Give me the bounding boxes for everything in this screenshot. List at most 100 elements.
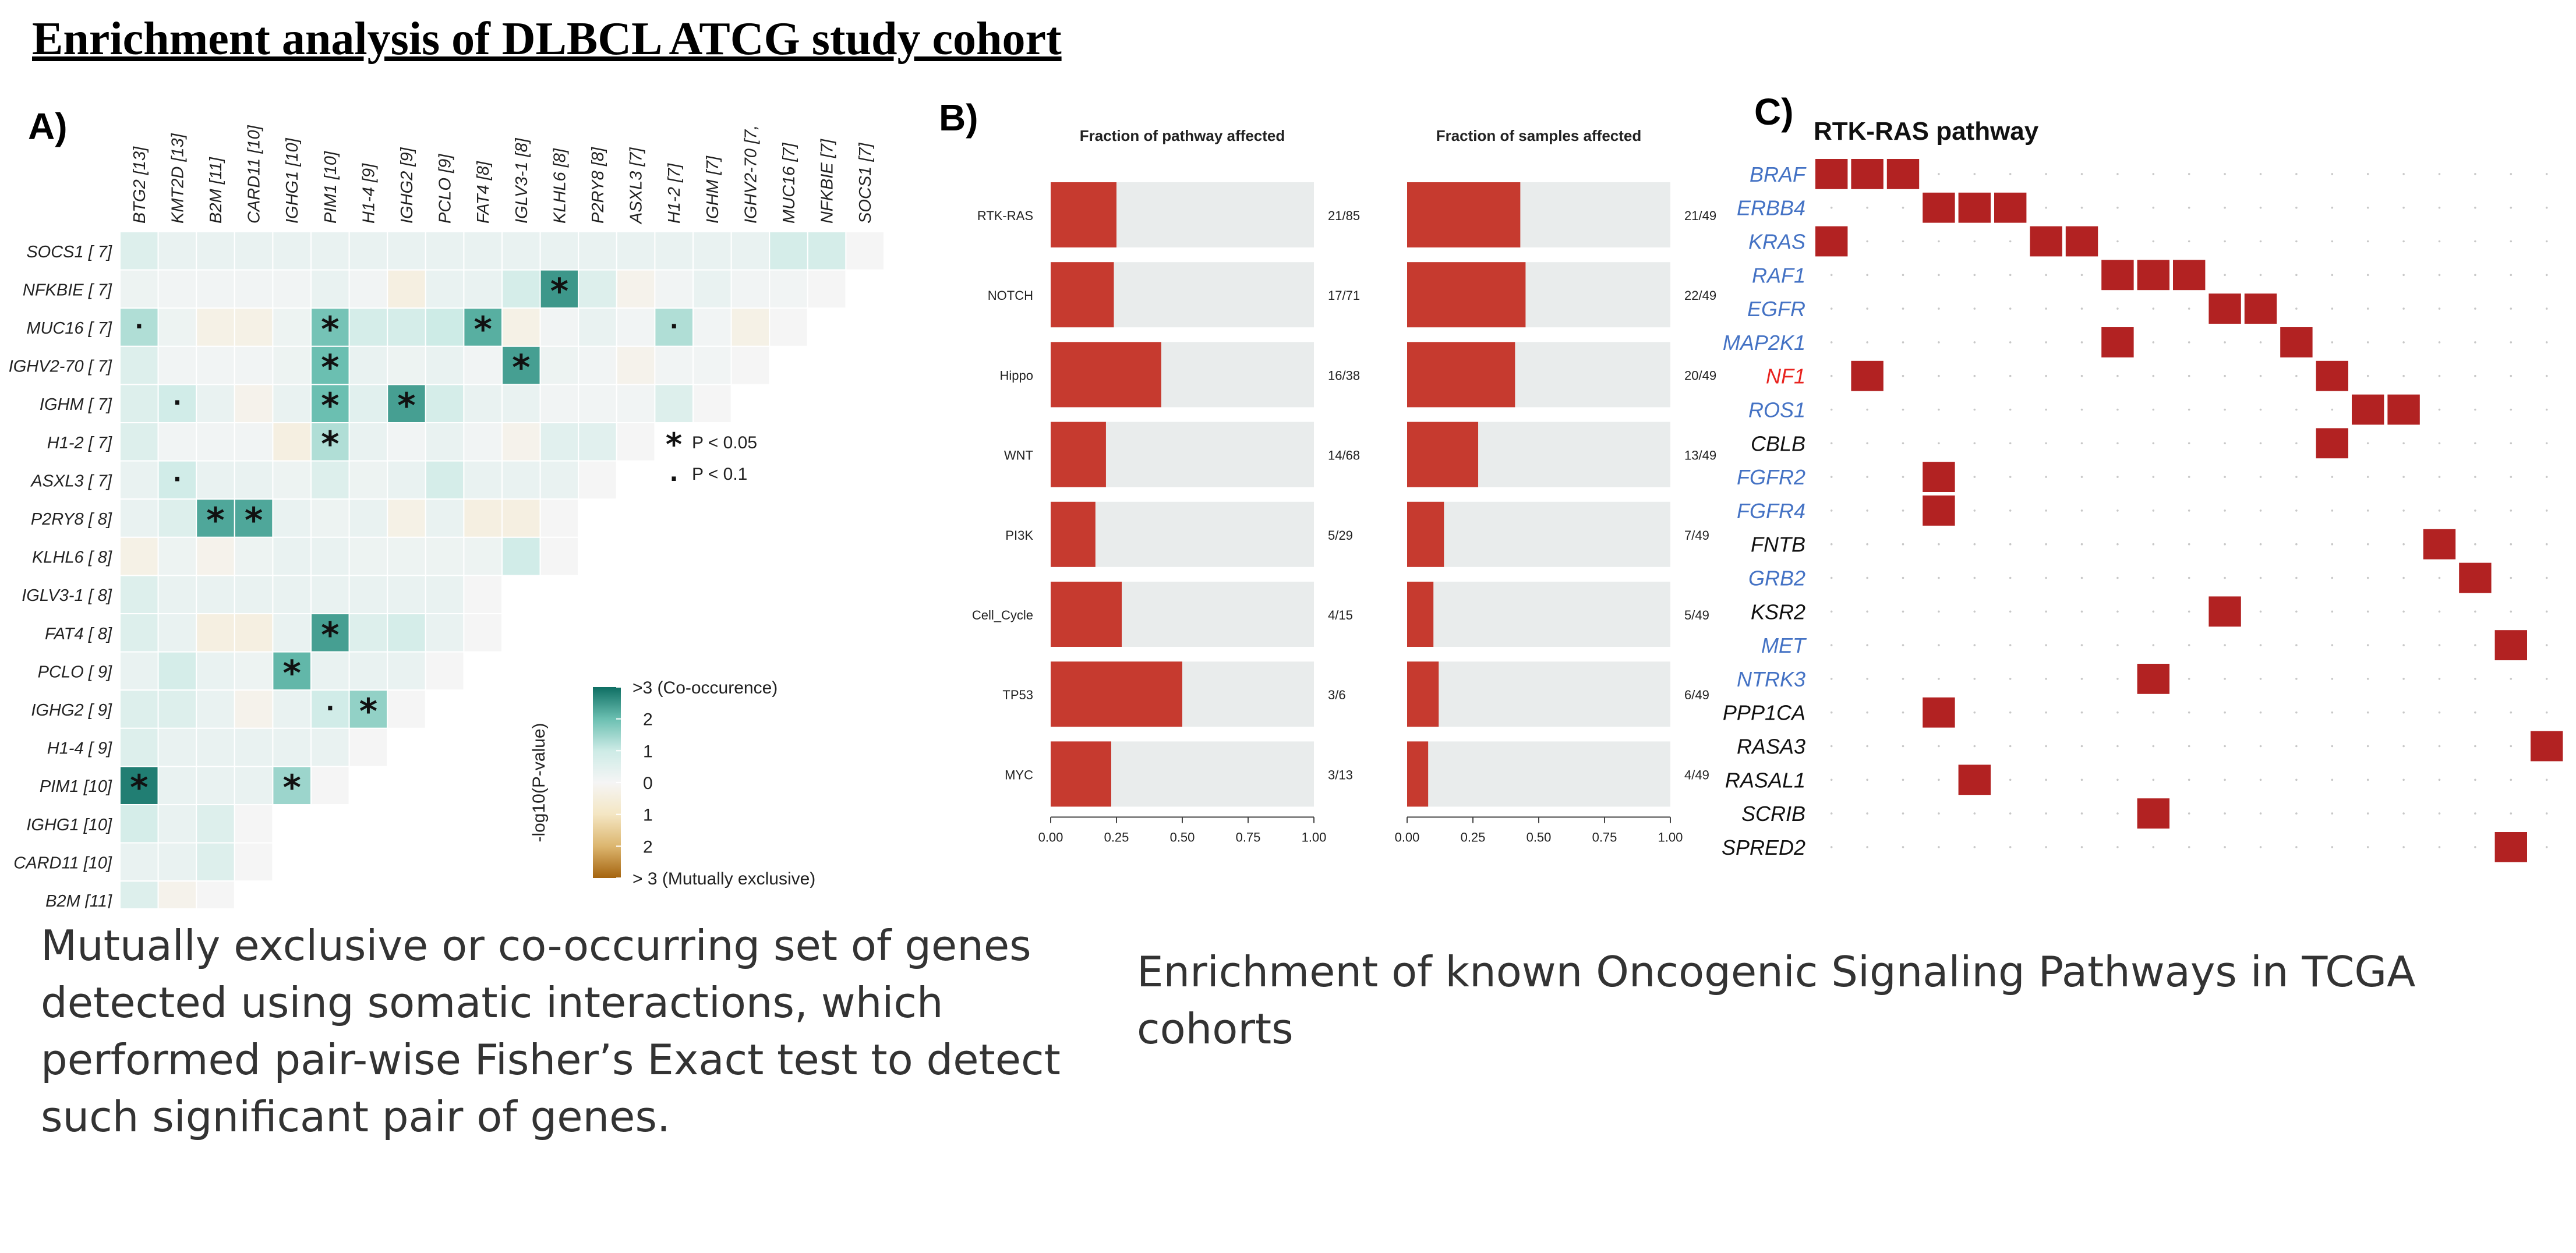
- oncoprint-mutation-cell: [2531, 731, 2563, 762]
- oncoprint-mutation-cell: [1815, 159, 1848, 189]
- oncoprint-gene-label: FGFR4: [1737, 499, 1805, 523]
- heatmap-row-label: CARD11 [10]: [13, 854, 112, 872]
- x-tick-label: 0.00: [1395, 830, 1420, 844]
- oncoprint-dot: [1830, 644, 1833, 646]
- oncoprint-gene-label: RAF1: [1752, 263, 1805, 287]
- significance-star: *: [397, 385, 415, 426]
- oncoprint-dot: [2009, 476, 2012, 478]
- oncoprint-dot: [2045, 576, 2047, 579]
- oncoprint-dot: [1830, 307, 1833, 310]
- oncoprint-dot: [2438, 341, 2441, 344]
- oncoprint-dot: [2438, 307, 2441, 310]
- oncoprint-dot: [2188, 576, 2190, 579]
- oncoprint-dot: [2080, 543, 2083, 546]
- heatmap-cell: [463, 345, 503, 385]
- oncoprint-dot: [2438, 442, 2441, 445]
- oncoprint-dot: [2402, 543, 2405, 546]
- heatmap-cell: [119, 422, 159, 462]
- oncoprint-dot: [2045, 442, 2047, 445]
- oncoprint-dot: [2366, 476, 2369, 478]
- oncoprint-gene-label: GRB2: [1748, 567, 1805, 590]
- heatmap-cell: [807, 269, 847, 309]
- heatmap-column-label: ASXL3 [7]: [627, 147, 646, 225]
- oncoprint-gene-label: PPP1CA: [1723, 701, 1805, 725]
- oncoprint-dot: [2545, 408, 2548, 411]
- heatmap-cell: [578, 422, 617, 462]
- oncoprint-dot: [2366, 576, 2369, 579]
- heatmap-cell: [539, 498, 579, 538]
- heatmap-cell: [119, 613, 159, 653]
- oncoprint-dot: [1866, 610, 1868, 613]
- oncoprint-dot: [2331, 341, 2334, 344]
- oncoprint-dot: [2009, 408, 2012, 411]
- oncoprint-dot: [2474, 812, 2476, 815]
- bar-panel-title: Fraction of pathway affected: [1080, 127, 1285, 144]
- oncoprint-dot: [1973, 543, 1976, 546]
- heatmap-cell: [157, 727, 197, 767]
- oncoprint-dot: [1938, 812, 1940, 815]
- oncoprint-dot: [2188, 644, 2190, 646]
- heatmap-cell: [119, 460, 159, 500]
- oncoprint-dot: [2295, 476, 2298, 478]
- heatmap-cell: [654, 384, 694, 424]
- x-tick-label: 0.75: [1236, 830, 1261, 844]
- oncoprint-dot: [2366, 543, 2369, 546]
- sig-legend-symbol: *: [666, 426, 682, 463]
- oncoprint-dot: [2331, 610, 2334, 613]
- oncoprint-dot: [1902, 341, 1904, 344]
- significance-star: *: [321, 348, 339, 388]
- oncoprint-dot: [2224, 173, 2226, 175]
- x-tick-label: 0.25: [1104, 830, 1129, 844]
- oncoprint-dot: [1973, 173, 1976, 175]
- oncoprint-dot: [2402, 173, 2405, 175]
- heatmap-cell: [119, 345, 159, 385]
- oncoprint-dot: [2438, 173, 2441, 175]
- heatmap-cell: [234, 575, 274, 615]
- oncoprint-dot: [2259, 173, 2262, 175]
- heatmap-column-label: IGHM [7]: [704, 155, 722, 224]
- heatmap-cell: [234, 269, 274, 309]
- oncoprint-dot: [2366, 307, 2369, 310]
- oncoprint-dot: [2224, 778, 2226, 781]
- oncoprint-dot: [1866, 778, 1868, 781]
- oncoprint-dot: [2009, 240, 2012, 243]
- oncoprint-dot: [2295, 173, 2298, 175]
- oncoprint-dot: [2331, 576, 2334, 579]
- heatmap-row-label: SOCS1 [ 7]: [26, 243, 112, 261]
- oncoprint-dot: [2009, 374, 2012, 377]
- oncoprint-dot: [1830, 476, 1833, 478]
- oncoprint-dot: [2545, 341, 2548, 344]
- oncoprint-dot: [1866, 307, 1868, 310]
- bar-count-label: 3/6: [1328, 688, 1346, 702]
- heatmap-cell: [310, 766, 350, 806]
- caption-b-line: Enrichment of known Oncogenic Signaling …: [1137, 947, 2416, 996]
- bar: [1051, 501, 1096, 567]
- heatmap-row-label: IGLV3-1 [ 8]: [22, 586, 112, 605]
- oncoprint-dot: [2188, 678, 2190, 680]
- heatmap-row-label: PIM1 [10]: [40, 777, 112, 796]
- oncoprint-dot: [1973, 509, 1976, 512]
- sig-legend-label: P < 0.1: [692, 465, 747, 484]
- oncoprint-dot: [1866, 543, 1868, 546]
- oncoprint-dot: [2331, 543, 2334, 546]
- oncoprint-dot: [2474, 307, 2476, 310]
- significance-star: *: [206, 500, 224, 541]
- panel-a-interaction-heatmap: SOCS1 [ 7] NFKBIE [ 7] MUC16 [ 7] IGHV2-70 …: [9, 125, 885, 908]
- oncoprint-dot: [2152, 374, 2155, 377]
- heatmap-cell: [234, 689, 274, 729]
- heatmap-cell: [157, 269, 197, 309]
- oncoprint-dot: [1902, 745, 1904, 748]
- oncoprint-mutation-cell: [2208, 293, 2241, 324]
- oncoprint-dot: [2295, 745, 2298, 748]
- colorbar-tick-label: >3 (Co-occurence): [632, 678, 778, 698]
- heatmap-column-label: P2RY8 [8]: [589, 147, 607, 224]
- bar-background: [1407, 741, 1670, 807]
- heatmap-cell: [425, 422, 465, 462]
- oncoprint-dot: [1866, 846, 1868, 848]
- heatmap-row-label: H1-2 [ 7]: [47, 434, 112, 452]
- oncoprint-dot: [2188, 745, 2190, 748]
- bar-background: [1407, 661, 1670, 727]
- oncoprint-dot: [2331, 778, 2334, 781]
- oncoprint-dot: [1830, 341, 1833, 344]
- oncoprint-dot: [2116, 543, 2119, 546]
